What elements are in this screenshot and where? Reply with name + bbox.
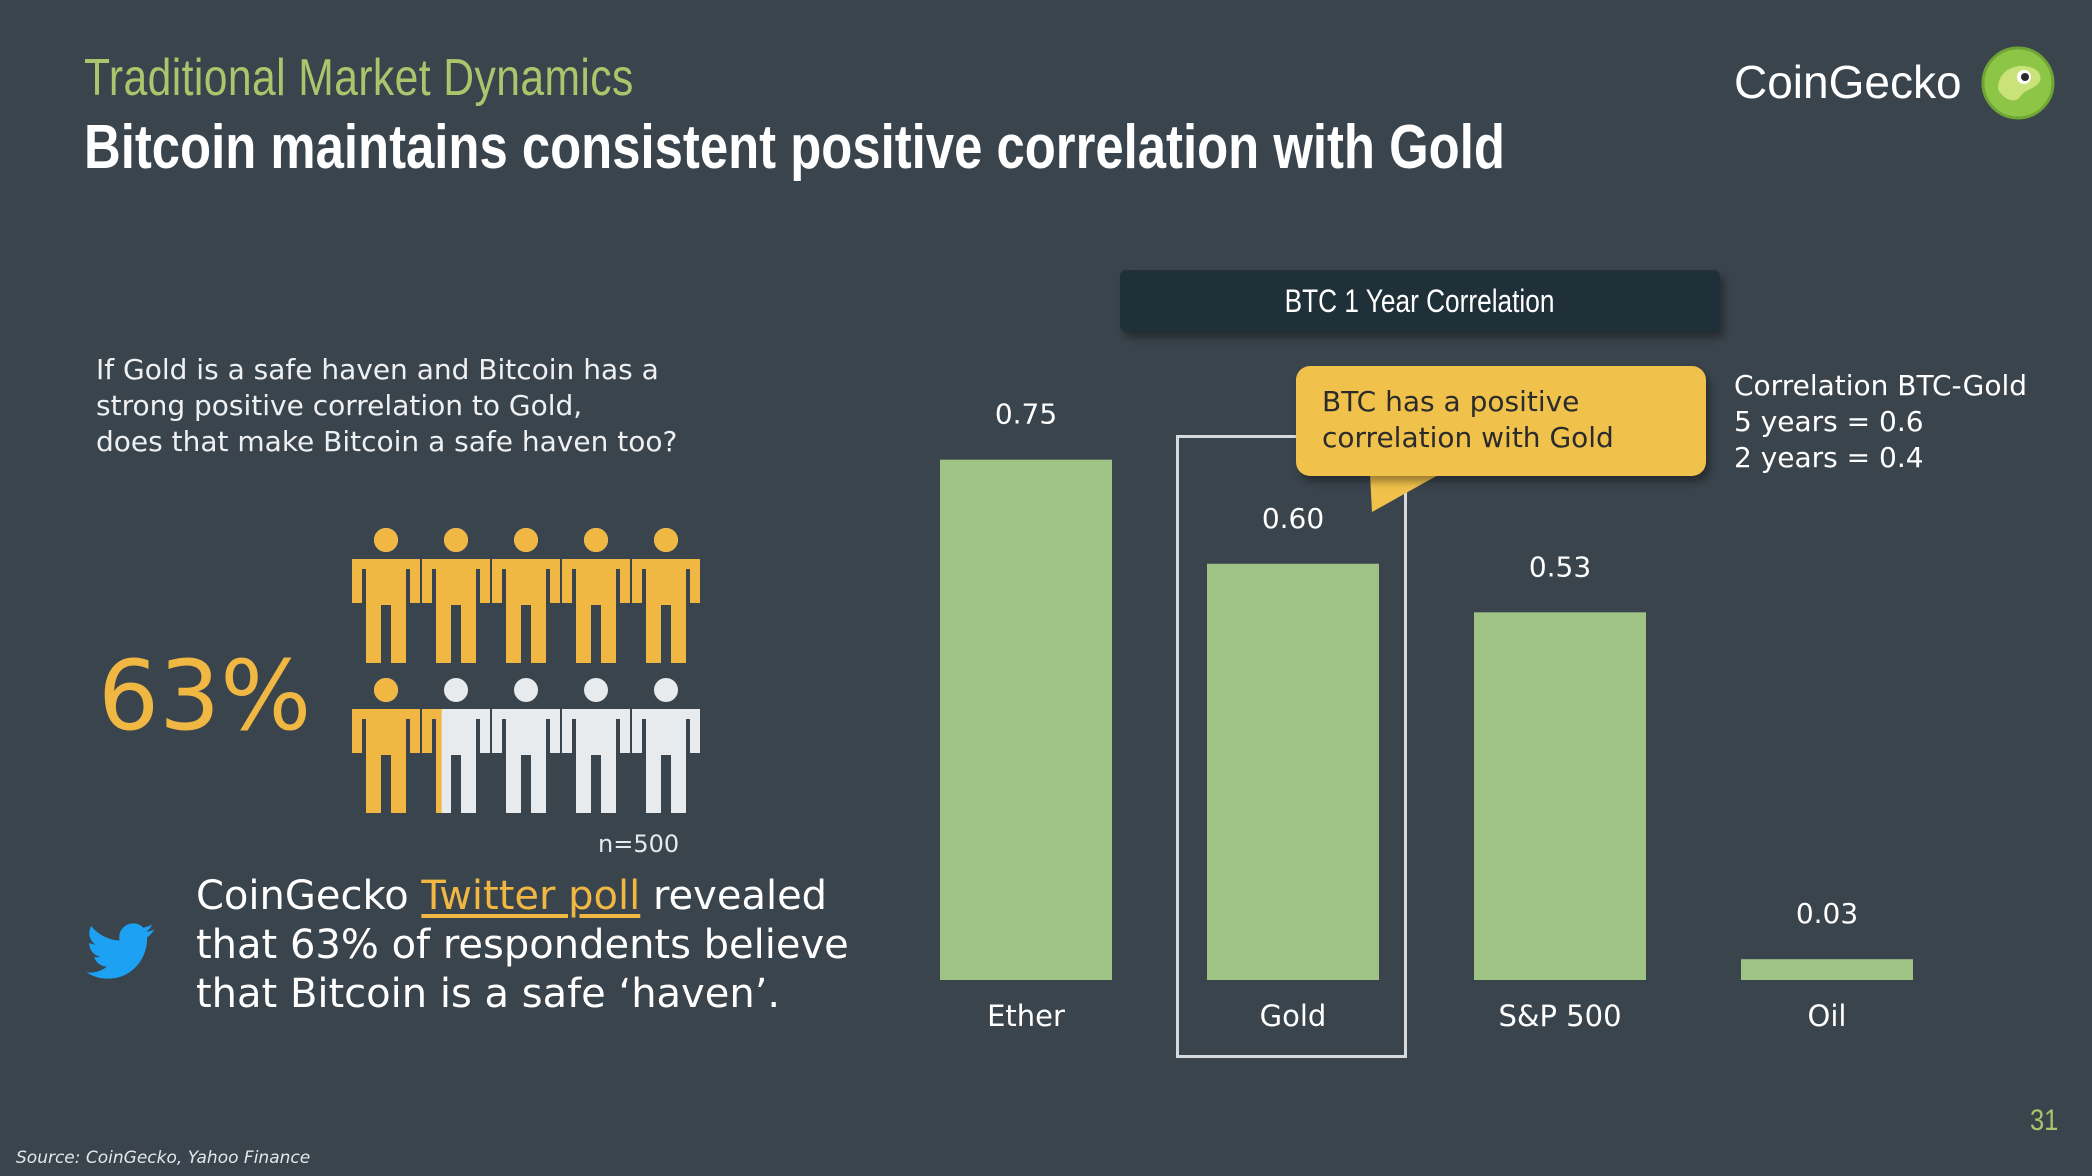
bar-value-label: 0.53	[1529, 550, 1591, 583]
bar-value-label: 0.75	[995, 398, 1057, 431]
correlation-bar-chart: 0.75 Ether 0.60 Gold 0.53 S&P 500 0.03 Oil	[940, 398, 1913, 1033]
bar-gold	[1207, 563, 1379, 980]
poll-line-3: that Bitcoin is a safe ‘haven’.	[196, 971, 781, 1017]
person-icon	[422, 678, 490, 813]
poll-line-2: that 63% of respondents believe	[196, 922, 849, 968]
callout-line-2: correlation with Gold	[1322, 421, 1614, 454]
bar-ether	[940, 459, 1112, 980]
person-icon	[352, 678, 420, 813]
note-line-1: Correlation BTC-Gold	[1734, 369, 2028, 402]
people-icon-grid	[352, 528, 700, 813]
poll-text: CoinGecko Twitter poll revealed that 63%…	[196, 872, 849, 1019]
note-line-3: 2 years = 0.4	[1734, 441, 1924, 474]
question-line-3: does that make Bitcoin a safe haven too?	[96, 425, 678, 458]
question-line-1: If Gold is a safe haven and Bitcoin has …	[96, 353, 659, 386]
callout-line-1: BTC has a positive	[1322, 385, 1580, 418]
poll-prefix: CoinGecko	[196, 873, 422, 919]
note-line-2: 5 years = 0.6	[1734, 405, 1924, 438]
person-icon	[632, 528, 700, 663]
poll-line-1: CoinGecko Twitter poll revealed	[196, 872, 836, 921]
person-icon	[562, 678, 630, 813]
source-note: Source: CoinGecko, Yahoo Finance	[16, 1148, 311, 1168]
question-line-2: strong positive correlation to Gold,	[96, 389, 583, 422]
poll-percentage: 63%	[98, 640, 312, 752]
person-icon	[562, 528, 630, 663]
slide-subtitle: Traditional Market Dynamics	[84, 49, 634, 107]
bar-value-label: 0.60	[1262, 502, 1324, 535]
chart-title: BTC 1 Year Correlation	[1285, 282, 1555, 319]
poll-suffix: revealed	[640, 873, 828, 919]
person-icon	[492, 528, 560, 663]
person-icon	[632, 678, 700, 813]
slide-title: Bitcoin maintains consistent positive co…	[84, 113, 1505, 182]
category-label: S&P 500	[1498, 999, 1621, 1033]
category-label: Gold	[1260, 999, 1327, 1033]
callout-pointer	[1370, 474, 1440, 512]
chart-title-box: BTC 1 Year Correlation	[1120, 270, 1720, 332]
person-icon	[352, 528, 420, 663]
category-label: Ether	[987, 999, 1065, 1033]
question-text: If Gold is a safe haven and Bitcoin has …	[96, 352, 678, 460]
coingecko-logo-icon	[1981, 46, 2055, 120]
page-number: 31	[2030, 1104, 2059, 1137]
brand-name: CoinGecko	[1734, 56, 1962, 108]
gold-highlight-box	[1176, 435, 1407, 1058]
bar-s-p-500	[1474, 612, 1646, 980]
twitter-bird-icon	[86, 923, 155, 979]
twitter-poll-link[interactable]: Twitter poll	[421, 873, 641, 919]
gold-callout: BTC has a positive correlation with Gold	[1296, 366, 1706, 476]
bar-oil	[1741, 959, 1913, 980]
correlation-note: Correlation BTC-Gold 5 years = 0.6 2 yea…	[1734, 368, 2027, 476]
bar-value-label: 0.03	[1796, 897, 1858, 930]
category-label: Oil	[1808, 999, 1847, 1033]
person-icon	[422, 528, 490, 663]
person-icon	[492, 678, 560, 813]
sample-size-label: n=500	[598, 830, 680, 858]
